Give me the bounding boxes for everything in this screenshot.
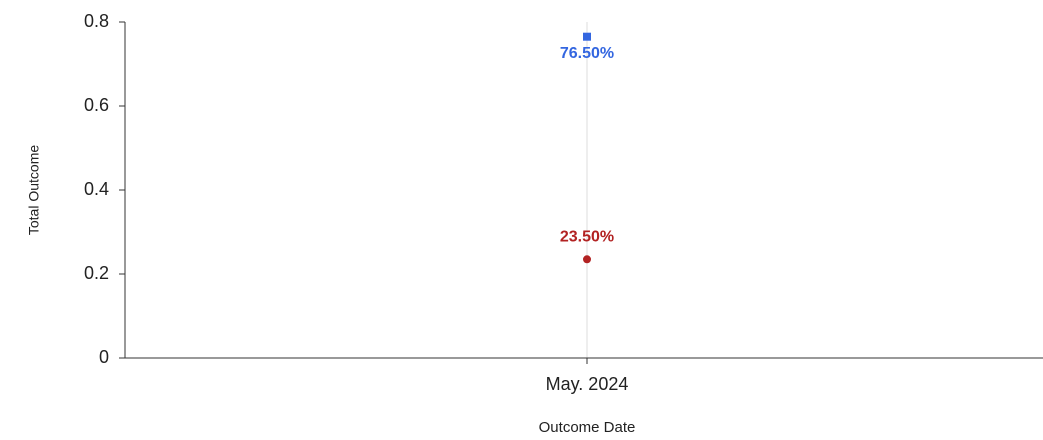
y-tick-label: 0.8 — [84, 11, 109, 31]
data-label: 76.50% — [560, 45, 614, 62]
y-tick-label: 0 — [99, 347, 109, 367]
marker — [583, 32, 591, 41]
y-tick-label: 0.4 — [84, 179, 109, 199]
y-tick-label: 0.2 — [84, 263, 109, 283]
data-label: 23.50% — [560, 229, 614, 246]
x-tick-label: May. 2024 — [546, 374, 629, 394]
x-axis-title: Outcome Date — [539, 419, 636, 436]
marker — [583, 255, 591, 264]
y-axis-title: Total Outcome — [26, 145, 42, 235]
y-tick-label: 0.6 — [84, 95, 109, 115]
